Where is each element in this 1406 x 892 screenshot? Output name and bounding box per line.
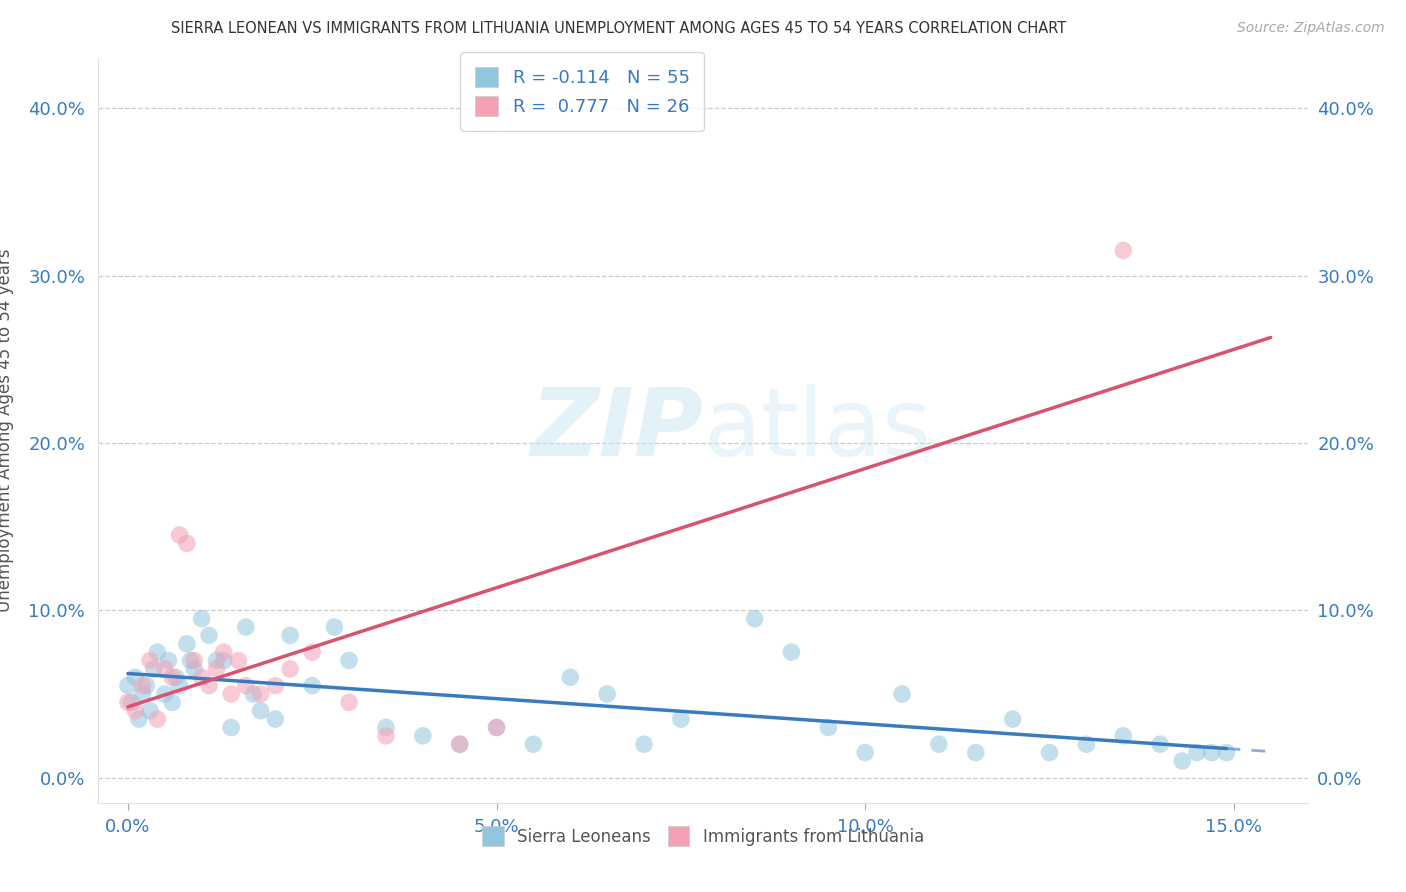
Point (337, 695, 360, 709)
Point (449, 737, 471, 751)
Text: ZIP: ZIP (530, 384, 703, 476)
Point (242, 687, 264, 701)
Point (928, 737, 950, 751)
Point (117, 695, 139, 709)
Point (669, 712, 692, 726)
Point (780, 645, 803, 659)
Point (301, 679, 323, 693)
Point (817, 721, 839, 735)
Point (169, 528, 191, 542)
Point (146, 712, 169, 726)
Point (249, 704, 271, 718)
Point (153, 662, 176, 676)
Point (219, 721, 242, 735)
Point (153, 687, 176, 701)
Point (485, 721, 508, 735)
Point (190, 670, 212, 684)
Point (198, 628, 221, 642)
Point (337, 654, 360, 668)
Point (596, 687, 619, 701)
Point (198, 679, 221, 693)
Point (180, 654, 202, 668)
Point (146, 645, 169, 659)
Point (249, 687, 271, 701)
Point (121, 695, 143, 709)
Point (212, 654, 235, 668)
Point (560, 670, 582, 684)
Point (1149, 737, 1171, 751)
Point (1112, 244, 1135, 258)
Point (1171, 754, 1194, 768)
Point (744, 612, 766, 626)
Point (169, 679, 191, 693)
Point (205, 654, 228, 668)
Point (124, 670, 146, 684)
Point (1185, 746, 1208, 760)
Point (375, 729, 398, 743)
Point (183, 662, 205, 676)
Point (449, 737, 471, 751)
Point (485, 721, 508, 735)
Point (235, 620, 257, 634)
Point (1201, 746, 1223, 760)
Point (301, 645, 323, 659)
Point (264, 679, 287, 693)
Point (139, 654, 162, 668)
Point (1001, 712, 1024, 726)
Point (278, 628, 301, 642)
Point (235, 679, 257, 693)
Point (128, 712, 150, 726)
Legend: Sierra Leoneans, Immigrants from Lithuania: Sierra Leoneans, Immigrants from Lithuan… (474, 818, 932, 854)
Text: atlas: atlas (703, 384, 931, 476)
Point (160, 670, 183, 684)
Point (157, 654, 180, 668)
Point (176, 536, 198, 550)
Point (205, 662, 228, 676)
Point (278, 662, 301, 676)
Point (1076, 737, 1098, 751)
Point (190, 612, 212, 626)
Point (160, 695, 183, 709)
Point (1215, 746, 1237, 760)
Point (965, 746, 987, 760)
Point (135, 679, 157, 693)
Point (142, 662, 165, 676)
Point (139, 704, 162, 718)
Point (323, 620, 346, 634)
Point (165, 670, 187, 684)
Point (131, 687, 153, 701)
Point (131, 679, 153, 693)
Point (1038, 746, 1060, 760)
Point (264, 712, 287, 726)
Point (176, 637, 198, 651)
Point (183, 654, 205, 668)
Point (124, 704, 146, 718)
Y-axis label: Unemployment Among Ages 45 to 54 years: Unemployment Among Ages 45 to 54 years (0, 249, 14, 612)
Text: SIERRA LEONEAN VS IMMIGRANTS FROM LITHUANIA UNEMPLOYMENT AMONG AGES 45 TO 54 YEA: SIERRA LEONEAN VS IMMIGRANTS FROM LITHUA… (172, 21, 1066, 36)
Point (522, 737, 544, 751)
Point (853, 746, 876, 760)
Point (891, 687, 914, 701)
Point (412, 729, 434, 743)
Point (212, 645, 235, 659)
Point (1112, 729, 1135, 743)
Text: Source: ZipAtlas.com: Source: ZipAtlas.com (1237, 21, 1385, 35)
Point (117, 679, 139, 693)
Point (219, 687, 242, 701)
Point (228, 654, 250, 668)
Point (633, 737, 655, 751)
Point (375, 721, 398, 735)
